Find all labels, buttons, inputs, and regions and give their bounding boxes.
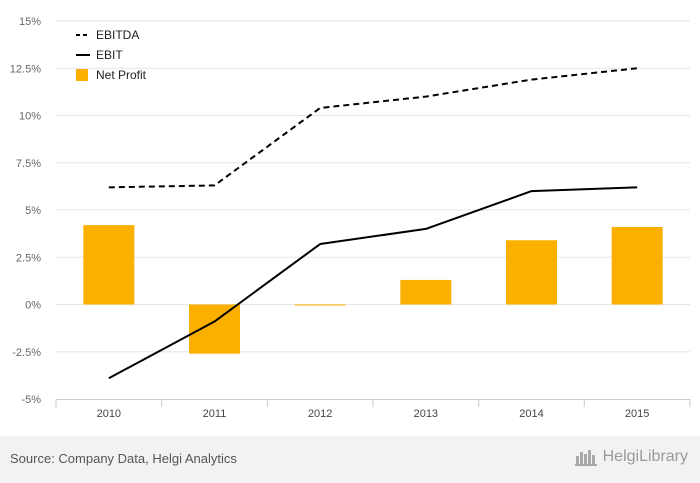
y-tick-label: 10% xyxy=(19,111,41,123)
line-ebit xyxy=(108,186,638,380)
y-tick-label: 12.5% xyxy=(10,63,41,75)
x-tick-label: 2014 xyxy=(519,408,543,420)
axis-layer: 15% 12.5% 10% 7.5% 5% 2.5% 0% -2.5% -5% 2010 2011 2… xyxy=(10,16,691,420)
y-tick-label: 5% xyxy=(25,205,41,217)
y-tick-label: 2.5% xyxy=(16,252,41,264)
y-tick-label: 7.5% xyxy=(16,158,41,170)
x-tick-label: 2013 xyxy=(414,408,438,420)
x-tick-label: 2015 xyxy=(625,408,649,420)
legend-label-ebit: EBIT xyxy=(96,48,123,62)
legend: EBITDA EBIT Net Profit xyxy=(76,28,147,82)
brand: HelgiLibrary xyxy=(574,448,688,466)
bar-net-profit xyxy=(189,304,240,354)
bar-net-profit xyxy=(611,227,663,305)
helgi-library-logo-icon xyxy=(574,450,597,466)
line-ebitda xyxy=(108,67,638,189)
bar-net-profit xyxy=(506,240,557,305)
lines-layer xyxy=(108,67,638,380)
bar-net-profit xyxy=(400,279,452,305)
legend-label-net-profit: Net Profit xyxy=(96,68,147,82)
y-tick-label: -5% xyxy=(21,394,41,406)
bar-net-profit xyxy=(294,304,346,306)
legend-swatch-net-profit xyxy=(76,69,88,81)
bars-layer xyxy=(83,225,663,354)
x-tick-label: 2010 xyxy=(97,408,121,420)
source-note: Source: Company Data, Helgi Analytics xyxy=(10,451,237,466)
footer: Source: Company Data, Helgi Analytics He… xyxy=(0,436,700,483)
y-tick-label: -2.5% xyxy=(12,347,41,359)
grid-layer xyxy=(56,20,690,353)
legend-label-ebitda: EBITDA xyxy=(96,28,139,42)
bar-net-profit xyxy=(83,225,135,305)
x-tick-label: 2011 xyxy=(203,408,227,420)
y-tick-label: 0% xyxy=(25,300,41,312)
y-tick-label: 15% xyxy=(19,16,41,28)
x-tick-label: 2012 xyxy=(308,408,332,420)
brand-name: HelgiLibrary xyxy=(602,448,688,465)
